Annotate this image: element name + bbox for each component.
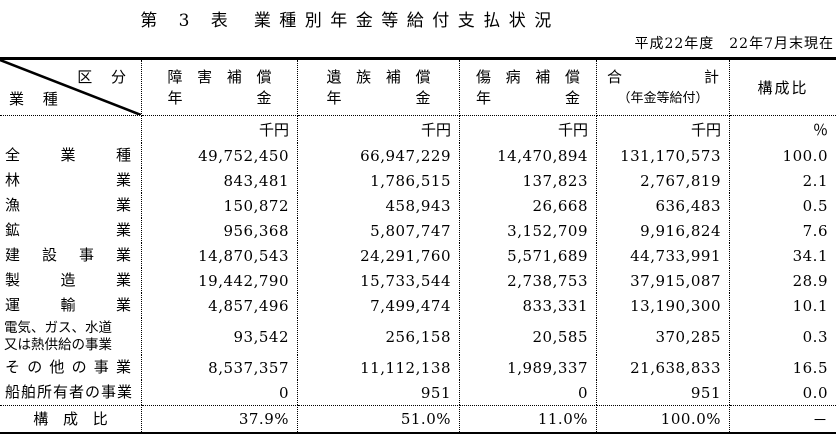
cell-value: 16.5	[792, 358, 828, 377]
corner-gyoshu-label: 業 種	[9, 90, 58, 108]
cell-value: 21,638,833	[597, 355, 730, 380]
cell-value: 10.1	[792, 296, 828, 315]
cell-value: 5,807,747	[298, 218, 460, 243]
cell-value: 66,947,229	[298, 143, 460, 168]
col-header-disability-pension: 障 害 補 償年 金	[142, 60, 298, 116]
cell-value: 843,481	[142, 168, 298, 193]
cell-value: 0.3	[802, 327, 828, 346]
cell-value: 24,291,760	[298, 243, 460, 268]
cell-value: 0	[460, 380, 597, 405]
cell-value: 34.1	[792, 246, 828, 265]
cell-value: 5,571,689	[460, 243, 597, 268]
row-label: 建 設 事 業	[0, 243, 142, 268]
cell-value: 1,786,515	[298, 168, 460, 193]
cell-value: 370,285	[597, 318, 730, 355]
cell-value: 951	[298, 380, 460, 405]
cell-value: 150,872	[142, 193, 298, 218]
cell-value: 0	[142, 380, 298, 405]
cell-value: 7.6	[802, 221, 828, 240]
footer-value: 51.0%	[298, 405, 460, 432]
cell-value: 0.0	[802, 383, 828, 402]
cell-value: 100.0	[782, 146, 828, 165]
row-label: そ の 他 の 事 業	[0, 355, 142, 380]
report-period: 平成22年度 22年7月末現在	[634, 36, 834, 52]
cell-value: 49,752,450	[142, 143, 298, 168]
cell-value: 2.1	[802, 171, 828, 190]
footer-value: 37.9%	[142, 405, 298, 432]
cell-value: 2,767,819	[597, 168, 730, 193]
col-header-injury-pension: 傷 病 補 償年 金	[460, 60, 597, 116]
row-label: 電気、ガス、水道 又は熱供給の事業	[0, 318, 142, 355]
cell-value: 11,112,138	[298, 355, 460, 380]
cell-value: 3,152,709	[460, 218, 597, 243]
cell-value: 15,733,544	[298, 268, 460, 293]
cell-value: 4,857,496	[142, 293, 298, 318]
unit-cell: ％	[812, 121, 828, 139]
cell-value: 28.9	[792, 271, 828, 290]
cell-value: 137,823	[460, 168, 597, 193]
cell-value: 458,943	[298, 193, 460, 218]
cell-value: 20,585	[460, 318, 597, 355]
diagonal-line	[0, 60, 141, 115]
cell-value: 93,542	[142, 318, 298, 355]
row-label: 林 業	[0, 168, 142, 193]
page-title: 第 3 表 業種別年金等給付支払状況	[0, 6, 700, 31]
corner-kubun-label: 区 分	[77, 68, 126, 86]
cell-value: 8,537,357	[142, 355, 298, 380]
corner-cell: 区 分 業 種	[0, 60, 142, 116]
col-header-composition-ratio: 構成比	[730, 60, 836, 116]
cell-value: 951	[597, 380, 730, 405]
cell-value: 19,442,790	[142, 268, 298, 293]
cell-value: 26,668	[460, 193, 597, 218]
cell-value: 14,870,543	[142, 243, 298, 268]
col-header-total: 合 計（年金等給付）	[597, 60, 730, 116]
unit-cell-empty	[0, 116, 142, 143]
col-header-survivor-pension: 遺 族 補 償年 金	[298, 60, 460, 116]
cell-value: 37,915,087	[597, 268, 730, 293]
unit-cell: 千円	[142, 116, 298, 143]
row-label: 鉱 業	[0, 218, 142, 243]
cell-value: 1,989,337	[460, 355, 597, 380]
cell-value: 2,738,753	[460, 268, 597, 293]
cell-value: 44,733,991	[597, 243, 730, 268]
footer-value: －	[730, 405, 836, 432]
cell-value: 9,916,824	[597, 218, 730, 243]
cell-value: 131,170,573	[597, 143, 730, 168]
cell-value: 7,499,474	[298, 293, 460, 318]
unit-cell: 千円	[298, 116, 460, 143]
footer-value: 100.0%	[597, 405, 730, 432]
row-label: 船舶所有者の事業	[0, 380, 142, 405]
cell-value: 14,470,894	[460, 143, 597, 168]
footer-label: 構 成 比	[0, 405, 142, 432]
cell-value: 833,331	[460, 293, 597, 318]
row-label: 全 業 種	[0, 143, 142, 168]
cell-value: 956,368	[142, 218, 298, 243]
table-number: 第 3 表	[140, 11, 230, 31]
table-name: 業種別年金等給付支払状況	[253, 11, 560, 31]
cell-value: 256,158	[298, 318, 460, 355]
cell-value: 0.5	[802, 196, 828, 215]
row-label: 漁 業	[0, 193, 142, 218]
unit-cell: 千円	[460, 116, 597, 143]
footer-value: 11.0%	[460, 405, 597, 432]
row-label: 製 造 業	[0, 268, 142, 293]
unit-cell: 千円	[597, 116, 730, 143]
row-label: 運 輸 業	[0, 293, 142, 318]
cell-value: 636,483	[597, 193, 730, 218]
pension-table: 区 分 業 種 障 害 補 償年 金 遺 族 補 償年 金 傷 病 補 償年 金…	[0, 57, 836, 434]
cell-value: 13,190,300	[597, 293, 730, 318]
